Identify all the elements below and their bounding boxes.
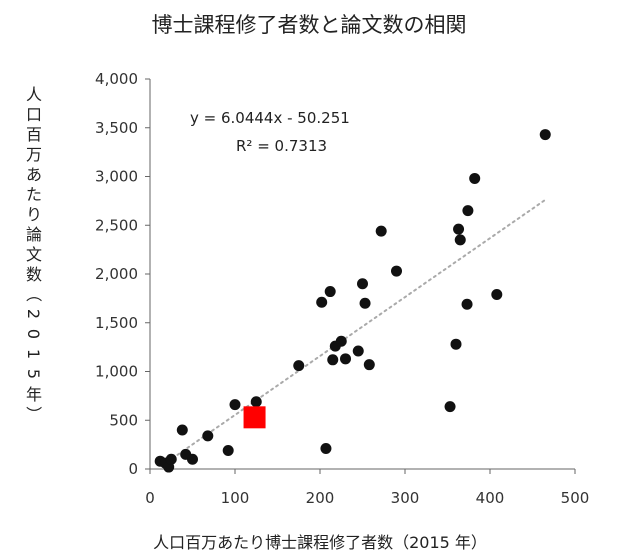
- data-point: [454, 234, 466, 246]
- y-axis-title-char: 百: [26, 125, 42, 144]
- y-tick-label: 500: [109, 411, 138, 429]
- y-axis-title-char: 0: [24, 329, 43, 339]
- y-axis-title-char: （: [24, 286, 43, 302]
- y-tick-label: 0: [128, 460, 138, 478]
- data-point: [324, 286, 336, 298]
- y-axis-title-char: あ: [26, 165, 42, 184]
- data-point: [453, 223, 465, 235]
- data-point: [450, 338, 462, 350]
- y-tick-label: 1,500: [95, 314, 138, 332]
- trendline-layer: [161, 198, 547, 467]
- x-tick-label: 400: [476, 489, 505, 507]
- data-point: [187, 453, 198, 465]
- y-axis-title-char: 人: [26, 85, 42, 104]
- data-point: [391, 265, 402, 277]
- chart-title: 博士課程修了者数と論文数の相関: [152, 13, 467, 37]
- axes: [145, 78, 576, 474]
- y-tick-label: 3,000: [95, 168, 138, 186]
- highlight-point: [243, 406, 266, 429]
- data-point: [539, 129, 551, 141]
- y-axis-title-char: た: [26, 185, 42, 204]
- data-point: [359, 297, 371, 309]
- trendline-r2: R² = 0.7313: [236, 137, 327, 155]
- x-tick-label: 200: [306, 489, 335, 507]
- x-axis-title: 人口百万あたり博士課程修了者数（2015 年）: [153, 533, 487, 552]
- data-point: [357, 278, 368, 290]
- y-tick-label: 2,500: [95, 216, 138, 234]
- data-point: [335, 335, 347, 347]
- x-tick-label: 100: [221, 489, 250, 507]
- data-point: [461, 298, 473, 310]
- data-point: [222, 444, 234, 456]
- y-axis-title-char: ）: [24, 406, 43, 422]
- y-axis-title-char: り: [26, 205, 42, 224]
- data-point: [352, 345, 364, 357]
- data-points: [154, 129, 551, 473]
- data-point: [202, 430, 214, 442]
- y-axis-title-char: 論: [26, 225, 42, 244]
- data-point: [444, 401, 456, 413]
- y-tick-label: 4,000: [95, 70, 138, 88]
- y-tick-label: 3,500: [95, 119, 138, 137]
- x-tick-label: 0: [145, 489, 155, 507]
- data-point: [462, 205, 474, 217]
- data-point: [327, 354, 339, 366]
- trendline: [161, 198, 547, 467]
- data-point: [469, 172, 481, 184]
- data-point: [491, 288, 503, 300]
- data-point: [320, 443, 332, 455]
- data-point: [176, 424, 188, 436]
- y-axis-title-char: 年: [26, 385, 42, 404]
- trendline-equation: y = 6.0444x - 50.251: [190, 109, 350, 127]
- x-tick-label: 500: [561, 489, 590, 507]
- y-tick-label: 2,000: [95, 265, 138, 283]
- x-tick-labels: 0 100 200 300 400 500: [145, 489, 589, 507]
- y-axis-title-char: 文: [26, 245, 42, 264]
- data-point: [363, 359, 375, 371]
- y-tick-labels: 0 500 1,000 1,500 2,000 2,500 3,000 3,500 4,000: [95, 70, 138, 478]
- data-point: [340, 353, 351, 365]
- x-tick-label: 300: [391, 489, 420, 507]
- y-axis-title-char: 5: [24, 369, 43, 379]
- data-point: [250, 396, 262, 408]
- y-axis-title-char: 口: [26, 105, 42, 124]
- y-tick-label: 1,000: [95, 363, 138, 381]
- y-axis-title-char: 1: [24, 349, 43, 359]
- y-axis-title-char: 数: [26, 265, 42, 284]
- data-point: [229, 399, 241, 411]
- data-point: [165, 453, 177, 465]
- y-axis-title-char: 万: [26, 145, 42, 164]
- data-point: [293, 360, 305, 372]
- data-point: [316, 296, 328, 308]
- data-point: [375, 225, 387, 237]
- y-axis-title-char: 2: [24, 309, 43, 319]
